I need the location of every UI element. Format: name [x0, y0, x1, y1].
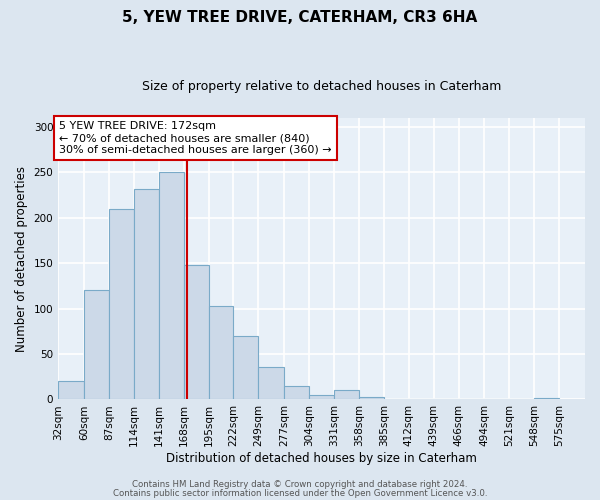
Bar — [109, 208, 134, 400]
Bar — [359, 396, 384, 400]
Text: 5, YEW TREE DRIVE, CATERHAM, CR3 6HA: 5, YEW TREE DRIVE, CATERHAM, CR3 6HA — [122, 10, 478, 25]
Title: Size of property relative to detached houses in Caterham: Size of property relative to detached ho… — [142, 80, 501, 93]
Text: Contains HM Land Registry data © Crown copyright and database right 2024.: Contains HM Land Registry data © Crown c… — [132, 480, 468, 489]
Bar — [159, 172, 184, 400]
Bar — [233, 336, 259, 400]
Bar — [284, 386, 309, 400]
Bar — [534, 398, 559, 400]
Bar — [84, 290, 109, 400]
Bar — [134, 188, 159, 400]
Bar — [259, 366, 284, 400]
Bar — [334, 390, 359, 400]
X-axis label: Distribution of detached houses by size in Caterham: Distribution of detached houses by size … — [166, 452, 477, 465]
Text: 5 YEW TREE DRIVE: 172sqm
← 70% of detached houses are smaller (840)
30% of semi-: 5 YEW TREE DRIVE: 172sqm ← 70% of detach… — [59, 122, 332, 154]
Bar — [58, 382, 84, 400]
Y-axis label: Number of detached properties: Number of detached properties — [15, 166, 28, 352]
Bar — [209, 306, 233, 400]
Text: Contains public sector information licensed under the Open Government Licence v3: Contains public sector information licen… — [113, 489, 487, 498]
Bar — [184, 265, 209, 400]
Bar — [309, 395, 334, 400]
